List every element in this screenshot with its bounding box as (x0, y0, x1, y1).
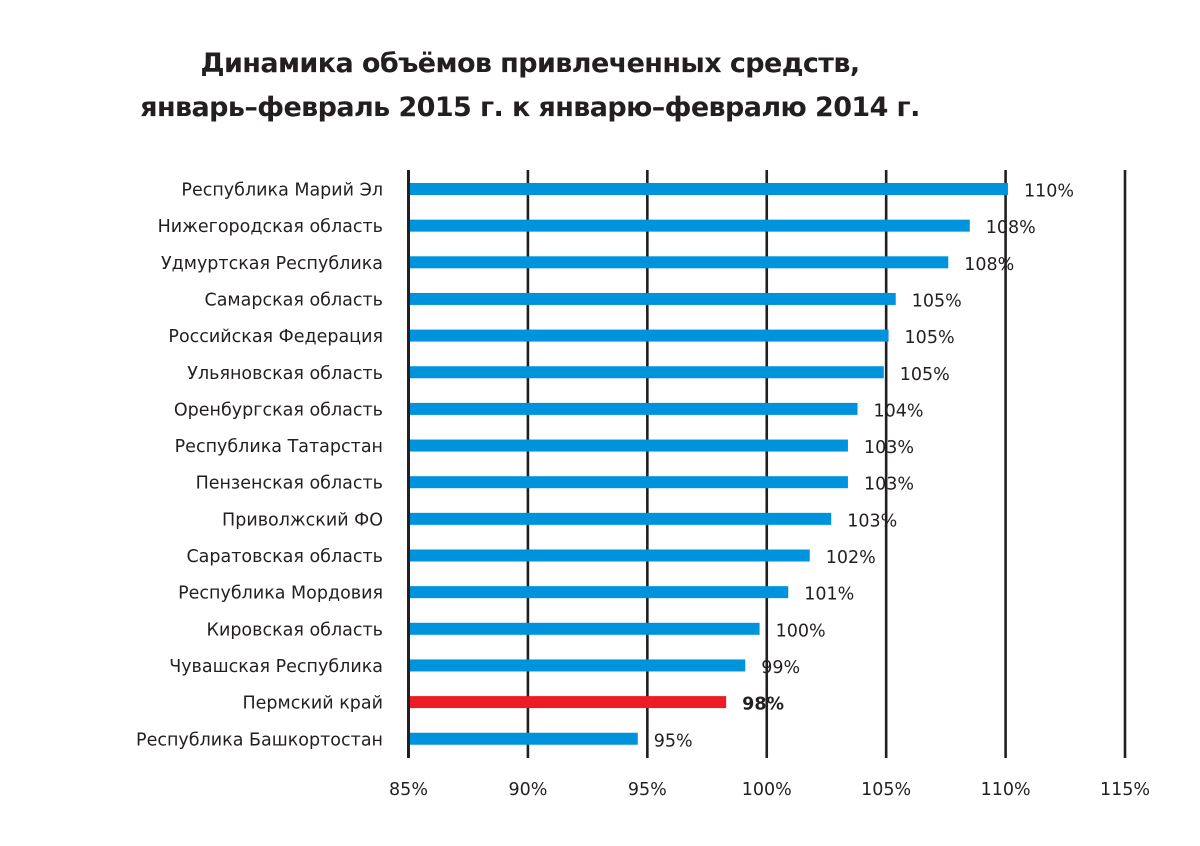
data-label: 103% (864, 438, 914, 458)
x-tick-label: 105% (861, 780, 911, 800)
category-label: Российская Федерация (168, 327, 383, 347)
data-label: 105% (912, 291, 962, 311)
category-label: Кировская область (207, 620, 383, 640)
chart-title-line2: январь–февраль 2015 г. к январю–февралю … (140, 92, 920, 123)
data-label: 102% (826, 548, 876, 568)
bar (410, 549, 810, 562)
x-tick-label: 100% (742, 780, 792, 800)
bar (410, 292, 896, 305)
data-label: 95% (654, 731, 693, 751)
data-label: 108% (986, 218, 1036, 238)
category-label: Оренбургская область (174, 400, 383, 420)
data-label: 100% (776, 621, 826, 641)
category-label: Нижегородская область (158, 217, 383, 237)
category-label: Республика Мордовия (178, 584, 383, 604)
x-tick-labels: 85% 90% 95% 100% 105% 110% 115% (389, 780, 1150, 800)
bar (410, 183, 1008, 195)
bar (410, 402, 858, 415)
bar (410, 659, 746, 672)
x-tick-label: 110% (981, 780, 1031, 800)
data-label: 99% (761, 658, 800, 678)
data-label: 103% (847, 511, 897, 531)
data-label: 98% (742, 695, 784, 715)
bar (410, 439, 848, 452)
category-label: Пермский край (242, 694, 383, 714)
bar (410, 476, 848, 489)
bar (410, 366, 884, 379)
bar (410, 512, 832, 525)
bar (410, 732, 638, 745)
category-label: Республика Марий Эл (181, 181, 383, 201)
category-label: Приволжский ФО (222, 510, 383, 530)
data-label: 108% (964, 255, 1014, 275)
data-label: 105% (905, 328, 955, 348)
data-label: 104% (874, 401, 924, 421)
bars (410, 183, 1008, 745)
x-tick-label: 95% (628, 780, 667, 800)
chart-title-line1: Динамика объёмов привлеченных средств, (200, 48, 861, 79)
data-label: 110% (1024, 182, 1074, 202)
x-tick-label: 90% (508, 780, 547, 800)
bar (410, 329, 889, 342)
bar (410, 256, 949, 269)
data-label: 103% (864, 475, 914, 495)
category-label: Удмуртская Республика (161, 254, 383, 274)
bar (410, 622, 760, 635)
category-label: Ульяновская область (187, 364, 383, 384)
category-label: Республика Татарстан (175, 437, 383, 457)
bar (410, 586, 789, 599)
chart-title: Динамика объёмов привлеченных средств, я… (0, 42, 1060, 130)
category-label: Чувашская Республика (169, 657, 383, 677)
data-label: 105% (900, 365, 950, 385)
bar (410, 696, 727, 709)
data-label: 101% (804, 585, 854, 605)
category-label: Пензенская область (196, 474, 383, 494)
category-label: Саратовская область (186, 547, 383, 567)
category-label: Республика Башкортостан (136, 730, 383, 750)
category-labels: Республика Марий Эл Нижегородская область… (136, 181, 383, 751)
x-tick-label: 85% (389, 780, 428, 800)
category-label: Самарская область (204, 290, 383, 310)
value-labels: 110%108%108%105%105%105%104%103%103%103%… (654, 182, 1074, 752)
x-tick-label: 115% (1100, 780, 1150, 800)
bar (410, 219, 970, 232)
